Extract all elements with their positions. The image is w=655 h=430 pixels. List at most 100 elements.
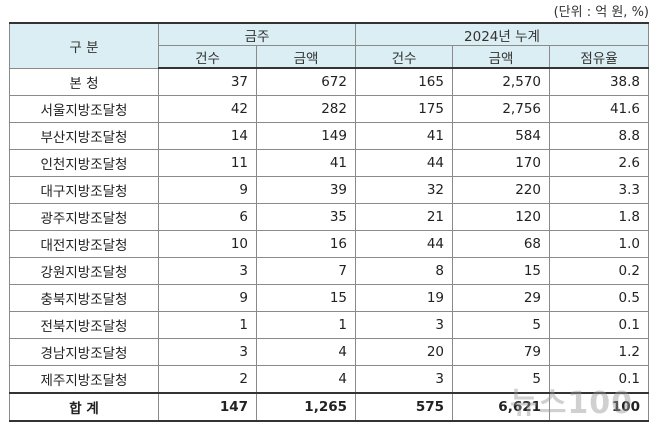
table-row: 본 청 37 672 165 2,570 38.8 bbox=[9, 67, 649, 96]
cell: 100 bbox=[549, 392, 649, 422]
cell: 1.0 bbox=[549, 230, 649, 258]
cell: 1.2 bbox=[549, 338, 649, 366]
row-name: 광주지방조달청 bbox=[9, 203, 159, 231]
cell: 4 bbox=[256, 365, 356, 394]
table-row: 광주지방조달청 6 35 21 120 1.8 bbox=[9, 203, 649, 231]
total-label: 합 계 bbox=[9, 392, 159, 422]
header-week-count: 건수 bbox=[158, 45, 257, 69]
table-row: 대구지방조달청 9 39 32 220 3.3 bbox=[9, 176, 649, 204]
cell: 2,756 bbox=[452, 95, 550, 123]
cell: 41 bbox=[256, 149, 356, 177]
total-row: 합 계 147 1,265 575 6,621 100 bbox=[9, 392, 649, 422]
table-row: 부산지방조달청 14 149 41 584 8.8 bbox=[9, 122, 649, 150]
cell: 0.1 bbox=[549, 311, 649, 339]
cell: 165 bbox=[355, 67, 453, 96]
row-name: 대구지방조달청 bbox=[9, 176, 159, 204]
cell: 39 bbox=[256, 176, 356, 204]
cell: 35 bbox=[256, 203, 356, 231]
table-row: 충북지방조달청 9 15 19 29 0.5 bbox=[9, 284, 649, 312]
table-row: 인천지방조달청 11 41 44 170 2.6 bbox=[9, 149, 649, 177]
data-table: 구 분 금주 2024년 누계 건수 금액 건수 금액 점유율 본 청 37 672… bbox=[9, 22, 649, 422]
cell: 3 bbox=[158, 257, 257, 285]
row-name: 서울지방조달청 bbox=[9, 95, 159, 123]
cell: 6 bbox=[158, 203, 257, 231]
cell: 44 bbox=[355, 149, 453, 177]
cell: 0.2 bbox=[549, 257, 649, 285]
row-name: 충북지방조달청 bbox=[9, 284, 159, 312]
cell: 7 bbox=[256, 257, 356, 285]
cell: 42 bbox=[158, 95, 257, 123]
cell: 120 bbox=[452, 203, 550, 231]
header-cum-amount: 금액 bbox=[452, 45, 550, 69]
cell: 6,621 bbox=[452, 392, 550, 422]
cell: 1,265 bbox=[256, 392, 356, 422]
cell: 38.8 bbox=[549, 67, 649, 96]
row-name: 부산지방조달청 bbox=[9, 122, 159, 150]
cell: 8 bbox=[355, 257, 453, 285]
cell: 41 bbox=[355, 122, 453, 150]
cell: 16 bbox=[256, 230, 356, 258]
cell: 41.6 bbox=[549, 95, 649, 123]
cell: 5 bbox=[452, 311, 550, 339]
table-row: 서울지방조달청 42 282 175 2,756 41.6 bbox=[9, 95, 649, 123]
cell: 2,570 bbox=[452, 67, 550, 96]
cell: 68 bbox=[452, 230, 550, 258]
row-name: 본 청 bbox=[9, 67, 159, 96]
cell: 0.5 bbox=[549, 284, 649, 312]
watermark-logo: 뉴스100 bbox=[510, 386, 633, 421]
table-row: 경남지방조달청 3 4 20 79 1.2 bbox=[9, 338, 649, 366]
cell: 15 bbox=[256, 284, 356, 312]
table-row: 대전지방조달청 10 16 44 68 1.0 bbox=[9, 230, 649, 258]
cell: 9 bbox=[158, 176, 257, 204]
header-category: 구 분 bbox=[9, 22, 159, 69]
cell: 149 bbox=[256, 122, 356, 150]
cell: 9 bbox=[158, 284, 257, 312]
table-row: 강원지방조달청 3 7 8 15 0.2 bbox=[9, 257, 649, 285]
cell: 170 bbox=[452, 149, 550, 177]
header-cum-share: 점유율 bbox=[549, 45, 649, 69]
cell: 282 bbox=[256, 95, 356, 123]
cell: 3.3 bbox=[549, 176, 649, 204]
table-row: 제주지방조달청 2 4 3 5 0.1 bbox=[9, 365, 649, 394]
header-week-amount: 금액 bbox=[256, 45, 356, 69]
cell: 175 bbox=[355, 95, 453, 123]
cell: 1 bbox=[158, 311, 257, 339]
cell: 3 bbox=[355, 365, 453, 394]
cell: 147 bbox=[158, 392, 257, 422]
cell: 14 bbox=[158, 122, 257, 150]
row-name: 경남지방조달청 bbox=[9, 338, 159, 366]
cell: 37 bbox=[158, 67, 257, 96]
cell: 1.8 bbox=[549, 203, 649, 231]
cell: 79 bbox=[452, 338, 550, 366]
row-name: 제주지방조달청 bbox=[9, 365, 159, 394]
cell: 11 bbox=[158, 149, 257, 177]
table-row: 전북지방조달청 1 1 3 5 0.1 bbox=[9, 311, 649, 339]
header-cumulative: 2024년 누계 bbox=[355, 22, 649, 46]
cell: 19 bbox=[355, 284, 453, 312]
cell: 15 bbox=[452, 257, 550, 285]
row-name: 인천지방조달청 bbox=[9, 149, 159, 177]
cell: 3 bbox=[355, 311, 453, 339]
cell: 0.1 bbox=[549, 365, 649, 394]
cell: 29 bbox=[452, 284, 550, 312]
row-name: 강원지방조달청 bbox=[9, 257, 159, 285]
cell: 20 bbox=[355, 338, 453, 366]
cell: 575 bbox=[355, 392, 453, 422]
cell: 5 bbox=[452, 365, 550, 394]
cell: 21 bbox=[355, 203, 453, 231]
header-week: 금주 bbox=[158, 22, 356, 46]
unit-note: (단위 : 억 원, %) bbox=[553, 5, 649, 20]
cell: 2.6 bbox=[549, 149, 649, 177]
cell: 10 bbox=[158, 230, 257, 258]
cell: 8.8 bbox=[549, 122, 649, 150]
cell: 32 bbox=[355, 176, 453, 204]
cell: 2 bbox=[158, 365, 257, 394]
cell: 1 bbox=[256, 311, 356, 339]
cell: 220 bbox=[452, 176, 550, 204]
cell: 44 bbox=[355, 230, 453, 258]
cell: 3 bbox=[158, 338, 257, 366]
cell: 584 bbox=[452, 122, 550, 150]
row-name: 대전지방조달청 bbox=[9, 230, 159, 258]
cell: 672 bbox=[256, 67, 356, 96]
header-cum-count: 건수 bbox=[355, 45, 453, 69]
